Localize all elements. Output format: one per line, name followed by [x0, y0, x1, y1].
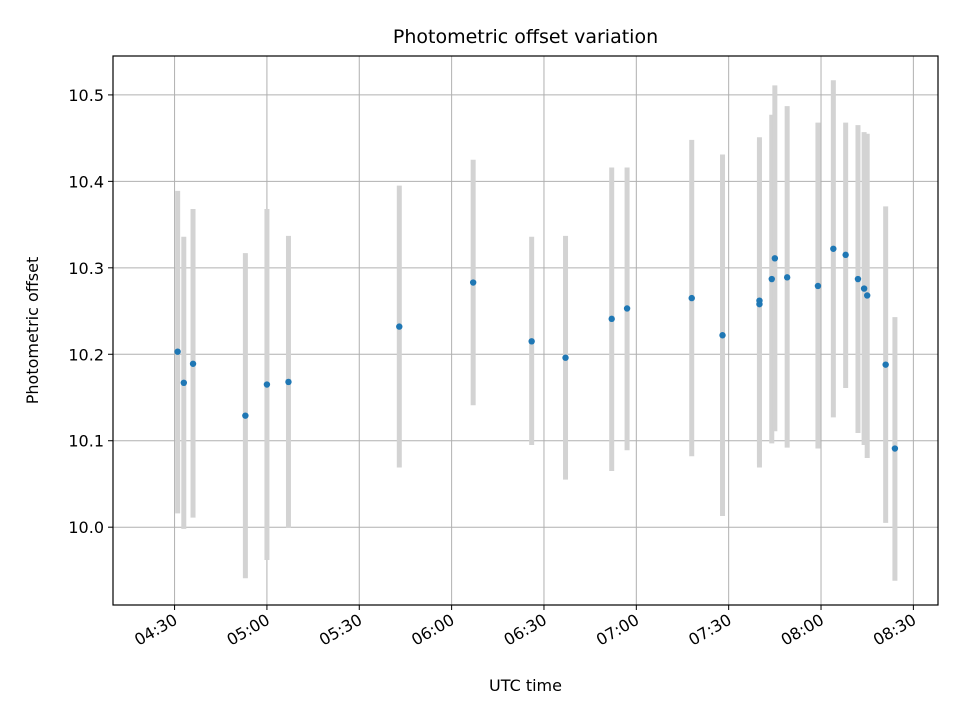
- y-tick-label: 10.4: [68, 172, 104, 191]
- y-tick-label: 10.5: [68, 86, 104, 105]
- data-point: [814, 282, 822, 290]
- data-point: [768, 275, 775, 283]
- data-point: [469, 279, 477, 286]
- y-tick-label: 10.2: [68, 345, 104, 364]
- data-point: [891, 445, 899, 452]
- data-point: [180, 379, 188, 387]
- y-tick-label: 10.0: [68, 518, 104, 537]
- data-point: [608, 315, 615, 323]
- data-point: [285, 378, 292, 386]
- data-point: [263, 381, 271, 388]
- data-point: [771, 255, 779, 262]
- y-axis-ticks: 10.0 10.1 10.2 10.3 10.4 10.5: [68, 86, 113, 537]
- data-point: [863, 292, 871, 299]
- data-point: [882, 361, 889, 368]
- y-tick-label: 10.3: [68, 259, 104, 278]
- data-point: [174, 348, 181, 355]
- data-point: [189, 360, 197, 367]
- data-point: [242, 412, 249, 419]
- chart-title: Photometric offset variation: [393, 26, 658, 48]
- data-point: [854, 275, 862, 283]
- y-axis-label: Photometric offset: [23, 257, 42, 405]
- data-point: [842, 251, 849, 259]
- data-point: [830, 245, 837, 252]
- y-tick-label: 10.1: [68, 432, 104, 451]
- data-point: [860, 285, 868, 292]
- data-point: [688, 294, 695, 302]
- x-axis-label: UTC time: [489, 676, 562, 695]
- data-point: [623, 305, 631, 312]
- data-point: [528, 338, 535, 345]
- data-point: [719, 332, 726, 339]
- data-points: [174, 245, 899, 452]
- data-point: [756, 297, 763, 304]
- plot-frame: [112, 55, 939, 606]
- data-point: [783, 274, 791, 281]
- grid: [113, 56, 938, 605]
- data-point: [396, 323, 403, 330]
- data-point: [562, 354, 569, 361]
